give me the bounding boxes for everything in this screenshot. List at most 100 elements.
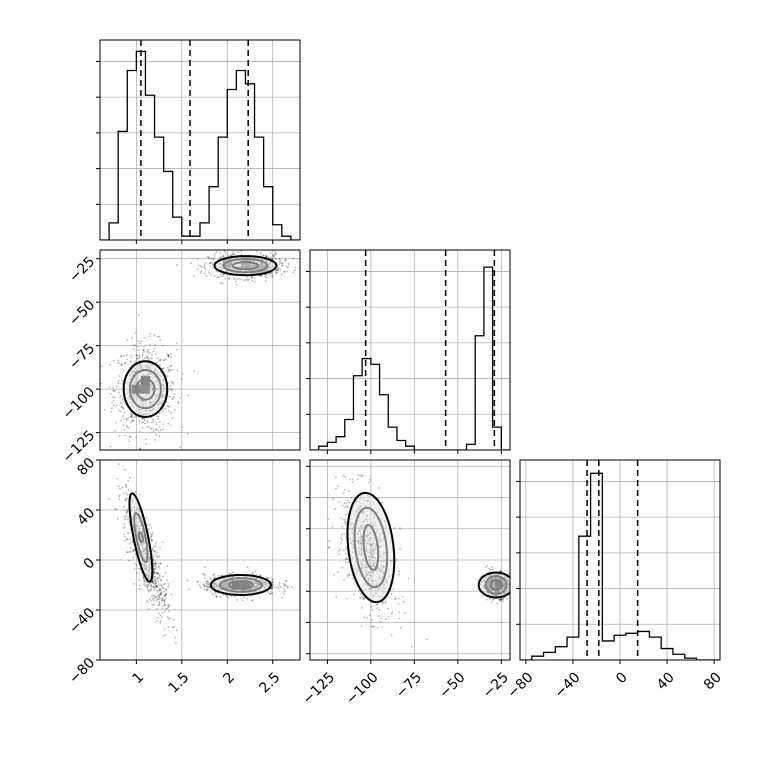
- scatter-point: [265, 274, 267, 276]
- scatter-point: [340, 537, 342, 539]
- x-tick-label: −125: [300, 669, 339, 708]
- scatter-point: [125, 483, 127, 486]
- scatter-point: [380, 601, 383, 604]
- scatter-point: [169, 353, 172, 355]
- scatter-point: [233, 253, 236, 255]
- scatter-point: [207, 583, 209, 586]
- scatter-point: [154, 562, 157, 565]
- scatter-point: [363, 597, 366, 600]
- scatter-point: [203, 585, 206, 588]
- scatter-point: [153, 567, 156, 570]
- scatter-point: [124, 514, 127, 517]
- scatter-point: [285, 584, 287, 587]
- scatter-point: [151, 581, 153, 584]
- scatter-point: [394, 597, 397, 600]
- scatter-point: [169, 364, 172, 367]
- scatter-point: [147, 351, 150, 354]
- scatter-point: [206, 255, 209, 258]
- scatter-point: [171, 368, 174, 371]
- scatter-point: [500, 570, 502, 573]
- scatter-point: [126, 426, 129, 429]
- scatter-point: [271, 275, 274, 278]
- scatter-point: [376, 627, 379, 629]
- histogram-step: [520, 472, 720, 660]
- scatter-point: [207, 257, 210, 259]
- scatter-point: [152, 599, 155, 602]
- scatter-point: [163, 602, 166, 605]
- scatter-point: [232, 253, 234, 255]
- scatter-point: [125, 425, 128, 428]
- scatter-point: [156, 589, 159, 592]
- scatter-point: [120, 355, 122, 358]
- scatter-point: [489, 597, 491, 600]
- scatter-point: [124, 526, 126, 528]
- scatter-point: [163, 599, 166, 602]
- scatter-point: [335, 487, 337, 490]
- scatter-point: [152, 575, 155, 578]
- scatter-point: [121, 382, 124, 385]
- scatter-point: [161, 599, 164, 602]
- scatter-point: [402, 601, 405, 603]
- scatter-point: [163, 359, 166, 361]
- scatter-point: [162, 586, 164, 589]
- scatter-point: [163, 603, 166, 606]
- scatter-point: [118, 463, 120, 466]
- panel-frame: [309, 249, 511, 451]
- scatter-point: [241, 599, 244, 602]
- scatter-point: [281, 596, 284, 599]
- scatter-point: [124, 499, 127, 501]
- scatter-point: [172, 397, 175, 400]
- scatter-point: [262, 254, 265, 257]
- scatter-point: [500, 598, 503, 601]
- scatter-point: [132, 419, 135, 422]
- scatter-point: [123, 411, 125, 413]
- scatter-point: [203, 265, 206, 268]
- scatter-point: [376, 603, 378, 606]
- scatter-point: [347, 561, 350, 563]
- scatter-point: [291, 271, 294, 274]
- scatter-point: [146, 585, 149, 588]
- scatter-point: [207, 581, 210, 584]
- scatter-point: [155, 571, 158, 574]
- scatter-point: [159, 593, 162, 596]
- scatter-point: [284, 259, 286, 262]
- scatter-point: [159, 358, 162, 361]
- scatter-point: [283, 583, 286, 586]
- scatter-point: [211, 266, 214, 269]
- scatter-point: [286, 587, 289, 589]
- scatter-point: [163, 628, 166, 631]
- scatter-point: [154, 568, 157, 571]
- scatter-point: [152, 420, 155, 422]
- scatter-point: [144, 422, 147, 425]
- scatter-point: [151, 597, 154, 600]
- scatter-point: [160, 579, 163, 582]
- scatter-point: [265, 274, 267, 276]
- scatter-point: [279, 261, 281, 263]
- scatter-point: [154, 596, 157, 599]
- scatter-point: [148, 582, 151, 585]
- scatter-point: [146, 350, 149, 353]
- scatter-point: [208, 585, 211, 588]
- scatter-point: [157, 572, 160, 575]
- scatter-point: [335, 476, 337, 479]
- scatter-point: [344, 521, 347, 524]
- scatter-point: [121, 398, 124, 401]
- scatter-point: [163, 600, 166, 603]
- scatter-point: [380, 617, 383, 620]
- scatter-point: [133, 416, 136, 419]
- scatter-point: [115, 386, 118, 388]
- scatter-point: [152, 585, 155, 588]
- scatter-point: [342, 549, 345, 552]
- scatter-point: [126, 538, 129, 541]
- scatter-point: [153, 586, 155, 589]
- contour-level: [209, 574, 272, 596]
- scatter-point: [500, 598, 503, 601]
- scatter-point: [229, 254, 232, 256]
- scatter-point: [128, 440, 131, 443]
- scatter-point: [196, 258, 199, 260]
- scatter-point: [284, 579, 287, 582]
- scatter-point: [250, 277, 253, 279]
- scatter-point: [125, 492, 128, 494]
- scatter-point: [168, 604, 171, 607]
- scatter-point: [146, 586, 149, 589]
